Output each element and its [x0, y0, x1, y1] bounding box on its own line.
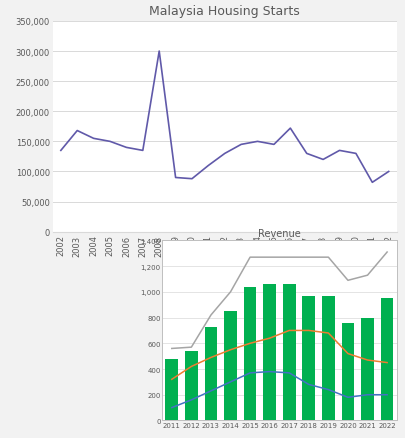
Bar	[205, 327, 217, 420]
Bar	[185, 351, 198, 420]
Title: Malaysia Housing Starts: Malaysia Housing Starts	[149, 5, 300, 18]
Bar	[322, 296, 335, 420]
Bar	[361, 318, 374, 420]
Bar	[341, 323, 354, 420]
Bar	[303, 296, 315, 420]
Bar	[244, 287, 256, 420]
Bar	[263, 285, 276, 420]
Bar	[165, 359, 178, 420]
Title: Revenue: Revenue	[258, 229, 301, 239]
Bar	[381, 299, 394, 420]
Bar	[224, 311, 237, 420]
Bar	[283, 285, 296, 420]
